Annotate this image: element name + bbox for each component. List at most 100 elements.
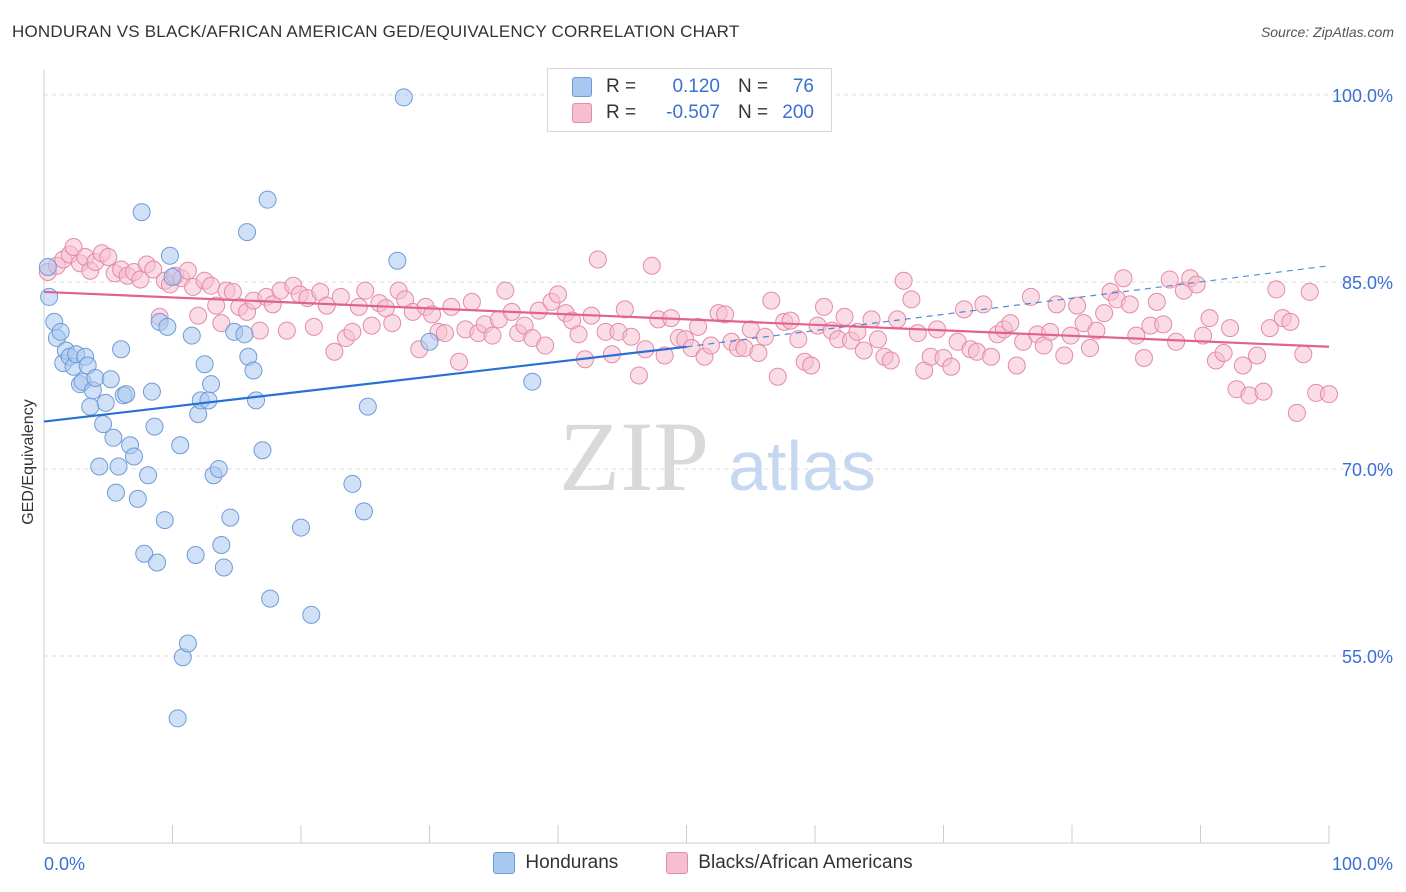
legend-n-value: 200	[782, 102, 814, 123]
honduran-point	[394, 88, 413, 107]
black-african-american-point	[888, 310, 907, 329]
black-african-american-point	[1167, 332, 1186, 351]
watermark-zip: ZIP	[559, 401, 709, 512]
bottom-legend-swatch-blacks	[666, 852, 689, 874]
black-african-american-point	[1267, 280, 1286, 299]
black-african-american-point	[462, 292, 481, 311]
black-african-american-point	[868, 330, 887, 349]
black-african-american-point	[223, 282, 242, 301]
bottom-legend-blacks: Blacks/African Americans	[666, 852, 913, 874]
black-african-american-point	[1007, 356, 1026, 375]
legend-n-value: 76	[792, 76, 814, 97]
black-african-american-point	[689, 317, 708, 336]
black-african-american-point	[789, 330, 808, 349]
black-african-american-point	[1041, 322, 1060, 341]
black-african-american-point	[325, 342, 344, 361]
honduran-point	[104, 428, 123, 447]
honduran-trend-extension	[686, 265, 1330, 348]
honduran-point	[109, 457, 128, 476]
honduran-point	[244, 361, 263, 380]
black-african-american-point	[450, 352, 469, 371]
black-african-american-point	[250, 321, 269, 340]
black-african-american-point	[1055, 346, 1074, 365]
black-african-american-point	[835, 307, 854, 326]
black-african-american-point	[1200, 309, 1219, 328]
black-african-american-point	[768, 367, 787, 386]
honduran-point	[195, 355, 214, 374]
black-african-american-point	[642, 256, 661, 275]
black-african-american-point	[615, 300, 634, 319]
black-african-american-point	[701, 336, 720, 355]
honduran-point	[202, 375, 221, 394]
chart-source: Source: ZipAtlas.com	[1260, 24, 1394, 40]
honduran-point	[38, 257, 57, 276]
black-african-american-point	[629, 366, 648, 385]
black-african-american-point	[1147, 292, 1166, 311]
black-african-american-point	[144, 260, 163, 279]
black-african-american-point	[1214, 344, 1233, 363]
honduran-point	[388, 251, 407, 270]
black-african-american-point	[636, 340, 655, 359]
honduran-point	[101, 370, 120, 389]
black-african-american-point	[277, 321, 296, 340]
black-african-american-point	[955, 300, 974, 319]
honduran-point	[209, 459, 228, 478]
honduran-point	[253, 441, 272, 460]
trend-lines	[43, 265, 1330, 423]
black-african-american-point	[1080, 339, 1099, 358]
black-african-american-point	[1120, 295, 1139, 314]
x-tick-label: 100.0%	[1332, 854, 1393, 874]
black-african-american-point	[331, 287, 350, 306]
black-african-american-point	[1087, 321, 1106, 340]
legend-row-blacks: R = -0.507 N = 200	[572, 101, 814, 125]
black-african-american-point	[202, 276, 221, 295]
black-african-american-point	[349, 297, 368, 316]
tick-labels: 55.0% 70.0% 85.0% 100.0% 0.0% 100.0%	[44, 86, 1393, 874]
black-african-american-point	[423, 305, 442, 324]
black-african-american-point	[1127, 326, 1146, 345]
black-african-american-point	[207, 296, 226, 315]
black-african-american-point	[356, 281, 375, 300]
honduran-point	[148, 553, 167, 572]
honduran-point	[168, 709, 187, 728]
honduran-trend-line	[43, 345, 687, 423]
black-african-american-point	[1287, 403, 1306, 422]
black-african-american-point	[1068, 296, 1087, 315]
black-african-american-point	[1320, 385, 1338, 404]
black-african-american-point	[1260, 319, 1279, 338]
y-tick-label: 70.0%	[1342, 460, 1393, 480]
black-african-american-point	[588, 250, 607, 269]
honduran-point	[158, 317, 177, 336]
black-african-american-point	[496, 281, 515, 300]
honduran-point	[117, 385, 136, 404]
honduran-point	[238, 223, 257, 242]
honduran-point	[86, 368, 105, 387]
black-african-american-point	[1281, 312, 1300, 331]
honduran-point	[302, 605, 321, 624]
honduran-point	[139, 466, 158, 485]
honduran-point	[247, 391, 266, 410]
black-african-american-point	[894, 271, 913, 290]
honduran-point	[132, 203, 151, 222]
honduran-point	[106, 483, 125, 502]
black-african-american-point	[536, 336, 555, 355]
bottom-legend-label: Blacks/African Americans	[698, 852, 913, 873]
legend-swatch-blacks	[572, 103, 592, 123]
black-african-american-point	[1021, 287, 1040, 306]
black-african-american-point	[263, 295, 282, 314]
black-african-american-point	[529, 301, 548, 320]
legend-row-hondurans: R = 0.120 N = 76	[572, 75, 814, 99]
black-african-american-point	[178, 261, 197, 280]
legend-n-label: N =	[738, 102, 769, 123]
black-african-american-point	[622, 327, 641, 346]
bottom-legend-swatch-hondurans	[493, 852, 516, 874]
legend: R = 0.120 N = 76 R = -0.507 N = 200	[547, 68, 832, 132]
honduran-point	[171, 436, 190, 455]
black-african-american-point	[974, 295, 993, 314]
black-african-american-point	[716, 305, 735, 324]
black-african-american-point	[1047, 295, 1066, 314]
honduran-point	[182, 326, 201, 345]
honduran-point	[51, 322, 70, 341]
black-african-american-point	[1254, 382, 1273, 401]
